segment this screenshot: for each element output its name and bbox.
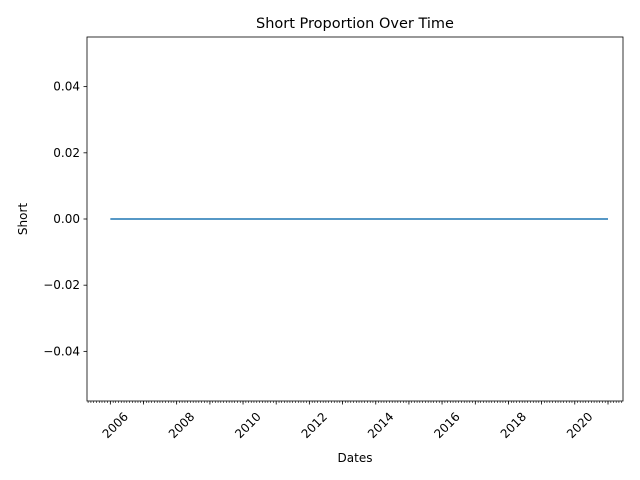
y-tick-label: 0.02: [53, 146, 80, 160]
y-axis-ticks: 0.04 0.02 0.00 −0.02 −0.04: [43, 80, 87, 358]
y-tick-label: −0.04: [43, 344, 80, 358]
y-tick-label: 0.00: [53, 212, 80, 226]
plot-area-frame: [86, 36, 624, 402]
chart-title: Short Proportion Over Time: [256, 16, 454, 32]
y-tick-label: −0.02: [43, 278, 80, 292]
y-axis-title: Short: [16, 203, 30, 235]
y-tick-label: 0.04: [53, 80, 80, 94]
x-axis-title: Dates: [338, 451, 373, 465]
